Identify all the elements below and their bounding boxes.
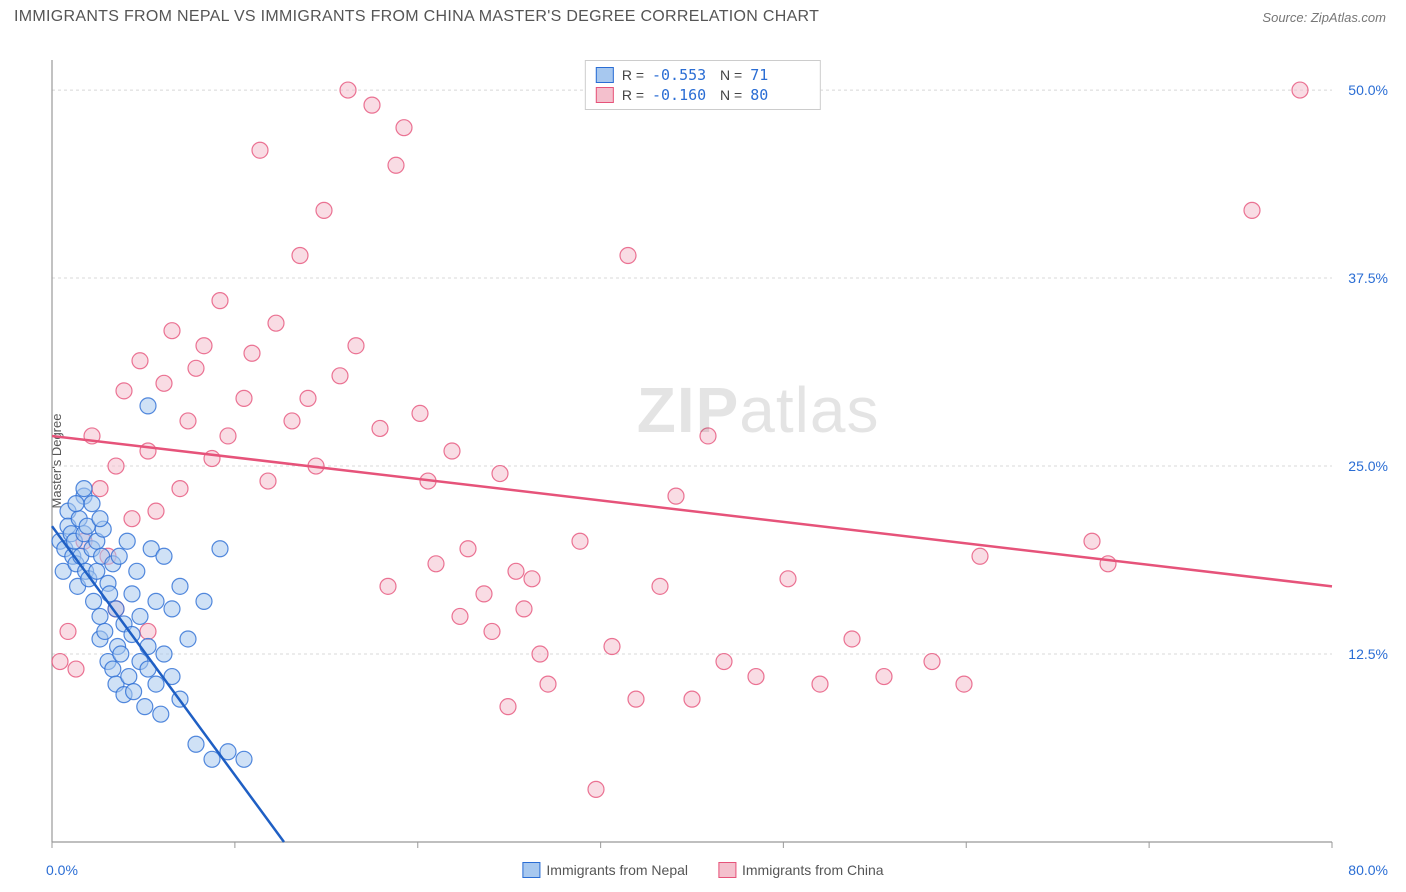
correlation-stats-box: R = -0.553 N = 71 R = -0.160 N = 80 — [585, 60, 821, 110]
bottom-legend: Immigrants from Nepal Immigrants from Ch… — [522, 862, 883, 878]
swatch-nepal — [596, 67, 614, 83]
chart-title: IMMIGRANTS FROM NEPAL VS IMMIGRANTS FROM… — [14, 8, 819, 26]
x-tick-end: 80.0% — [1348, 862, 1388, 878]
scatter-plot — [14, 40, 1392, 882]
legend-item-china: Immigrants from China — [718, 862, 884, 878]
y-tick-label: 50.0% — [1348, 82, 1388, 98]
legend-item-nepal: Immigrants from Nepal — [522, 862, 688, 878]
swatch-china — [596, 87, 614, 103]
y-tick-label: 12.5% — [1348, 646, 1388, 662]
x-tick-start: 0.0% — [46, 862, 78, 878]
y-tick-label: 37.5% — [1348, 270, 1388, 286]
swatch-china — [718, 862, 736, 878]
source-attribution: Source: ZipAtlas.com — [1262, 10, 1386, 25]
chart-container: Master's Degree R = -0.553 N = 71 R = -0… — [14, 40, 1392, 882]
stats-row-nepal: R = -0.553 N = 71 — [596, 65, 810, 85]
y-tick-label: 25.0% — [1348, 458, 1388, 474]
swatch-nepal — [522, 862, 540, 878]
stats-row-china: R = -0.160 N = 80 — [596, 85, 810, 105]
